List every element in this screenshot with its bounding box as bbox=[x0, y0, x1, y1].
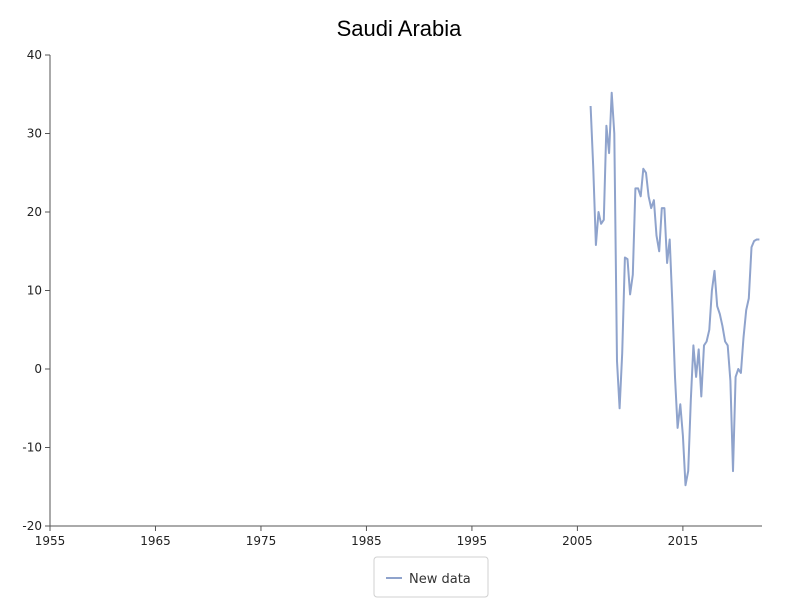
y-tick-label: 40 bbox=[27, 48, 42, 62]
legend: New data bbox=[373, 556, 489, 598]
x-tick-label: 1955 bbox=[35, 534, 66, 548]
x-tick-label: 1985 bbox=[351, 534, 382, 548]
chart-title: Saudi Arabia bbox=[337, 16, 463, 41]
y-tick-label: 0 bbox=[34, 362, 42, 376]
plot-area: -20 -10 0 10 20 30 40 1955 1965 1975 1985 1995 2005 2… bbox=[22, 48, 762, 548]
y-tick-label: 10 bbox=[27, 284, 42, 298]
x-tick-label: 1965 bbox=[140, 534, 171, 548]
legend-box bbox=[373, 556, 489, 598]
y-tick-label: 20 bbox=[27, 205, 42, 219]
series-line bbox=[589, 91, 760, 487]
y-tick-label: -20 bbox=[22, 519, 42, 533]
y-tick-label: 30 bbox=[27, 127, 42, 141]
x-tick-label: 2015 bbox=[668, 534, 699, 548]
x-tick-label: 1995 bbox=[457, 534, 488, 548]
legend-label: New data bbox=[409, 572, 471, 587]
y-tick-label: -10 bbox=[22, 441, 42, 455]
x-tick-label: 1975 bbox=[246, 534, 277, 548]
x-tick-label: 2005 bbox=[562, 534, 593, 548]
